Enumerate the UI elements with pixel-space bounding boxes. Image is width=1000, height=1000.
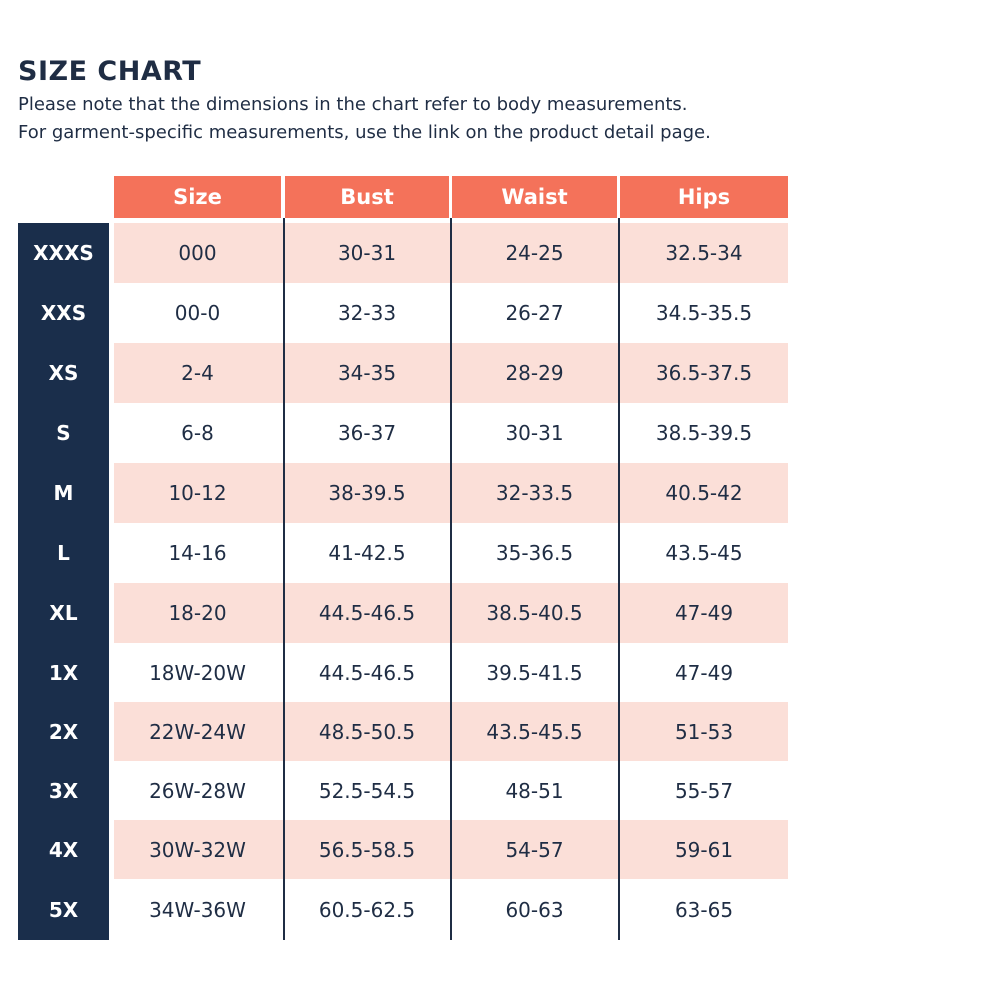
- table-cell-size: 2-4: [181, 361, 214, 385]
- table-cell-hips: 36.5-37.5: [655, 361, 753, 385]
- size-label: XL: [49, 601, 78, 625]
- column-header-hips: Hips: [620, 176, 788, 218]
- table-cell-size: 000: [178, 241, 217, 265]
- table-cell-bust: 32-33: [337, 301, 397, 325]
- table-cell-bust: 38-39.5: [328, 481, 406, 505]
- column-divider: [618, 218, 620, 940]
- table-cell-size: 34W-36W: [149, 897, 246, 922]
- size-label: L: [57, 541, 70, 565]
- column-divider: [283, 218, 285, 940]
- table-cell-size: 26W-28W: [149, 778, 246, 803]
- table-cell-waist: 28-29: [505, 361, 564, 385]
- size-label: S: [56, 421, 71, 445]
- table-cell-bust: 34-35: [337, 361, 397, 385]
- table-cell-size: 10-12: [168, 481, 227, 505]
- table-cell-waist: 24-25: [505, 241, 564, 265]
- size-label: XXS: [40, 301, 87, 325]
- table-cell-bust: 52.5-54.5: [318, 778, 416, 803]
- table-cell-bust: 60.5-62.5: [318, 897, 416, 922]
- column-header-waist: Waist: [452, 176, 617, 218]
- size-label: 1X: [48, 660, 79, 685]
- table-cell-size: 6-8: [181, 421, 214, 445]
- size-label: M: [53, 481, 74, 505]
- table-cell-hips: 40.5-42: [665, 481, 743, 505]
- table-cell-hips: 47-49: [674, 601, 734, 625]
- measurement-note-line-2: For garment-specific measurements, use t…: [18, 122, 711, 143]
- page-title: SIZE CHART: [18, 56, 202, 87]
- table-cell-size: 18W-20W: [149, 660, 246, 685]
- table-cell-hips: 59-61: [674, 837, 734, 862]
- column-header-bust: Bust: [285, 176, 449, 218]
- table-cell-waist: 38.5-40.5: [486, 601, 583, 625]
- table-cell-size: 30W-32W: [149, 837, 246, 862]
- table-cell-bust: 48.5-50.5: [318, 719, 416, 744]
- table-cell-hips: 51-53: [674, 719, 734, 744]
- column-divider: [450, 218, 452, 940]
- table-cell-waist: 26-27: [505, 301, 564, 325]
- table-cell-waist: 39.5-41.5: [486, 660, 583, 685]
- table-cell-waist: 32-33.5: [495, 481, 574, 505]
- column-header-size: Size: [114, 176, 281, 218]
- table-cell-hips: 38.5-39.5: [655, 421, 753, 445]
- size-label-column: XXXS XXS XS S M L XL 1X 2X 3X 4X 5X: [18, 223, 109, 940]
- table-cell-waist: 30-31: [505, 421, 564, 445]
- table-cell-bust: 56.5-58.5: [318, 837, 416, 862]
- table-cell-waist: 60-63: [505, 897, 564, 922]
- size-label: XXXS: [33, 241, 94, 265]
- table-cell-hips: 43.5-45: [665, 541, 743, 565]
- measurement-note-line-1: Please note that the dimensions in the c…: [18, 94, 688, 115]
- table-cell-bust: 44.5-46.5: [318, 660, 416, 685]
- table-cell-waist: 43.5-45.5: [486, 719, 583, 744]
- table-cell-waist: 35-36.5: [495, 541, 574, 565]
- table-cell-size: 14-16: [168, 541, 227, 565]
- size-label: 3X: [48, 778, 79, 803]
- size-label: 5X: [48, 897, 79, 922]
- table-cell-hips: 34.5-35.5: [655, 301, 753, 325]
- table-cell-hips: 47-49: [674, 660, 734, 685]
- table-cell-size: 22W-24W: [149, 719, 246, 744]
- table-cell-size: 18-20: [168, 601, 227, 625]
- table-cell-waist: 48-51: [505, 778, 564, 803]
- table-cell-waist: 54-57: [505, 837, 564, 862]
- table-cell-bust: 44.5-46.5: [318, 601, 416, 625]
- table-header-row: Size Bust Waist Hips: [114, 176, 788, 218]
- table-cell-bust: 30-31: [337, 241, 397, 265]
- table-cell-hips: 32.5-34: [665, 241, 743, 265]
- size-label: XS: [48, 361, 79, 385]
- table-cell-bust: 36-37: [337, 421, 397, 445]
- table-cell-bust: 41-42.5: [328, 541, 406, 565]
- size-label: 2X: [48, 719, 79, 744]
- table-cell-size: 00-0: [174, 301, 221, 325]
- table-cell-hips: 55-57: [674, 778, 734, 803]
- table-cell-hips: 63-65: [674, 897, 734, 922]
- size-label: 4X: [48, 837, 79, 862]
- size-chart-table: Size Bust Waist Hips XXXS XXS XS S M L XL 1X 2X 3X 4X…: [18, 176, 788, 940]
